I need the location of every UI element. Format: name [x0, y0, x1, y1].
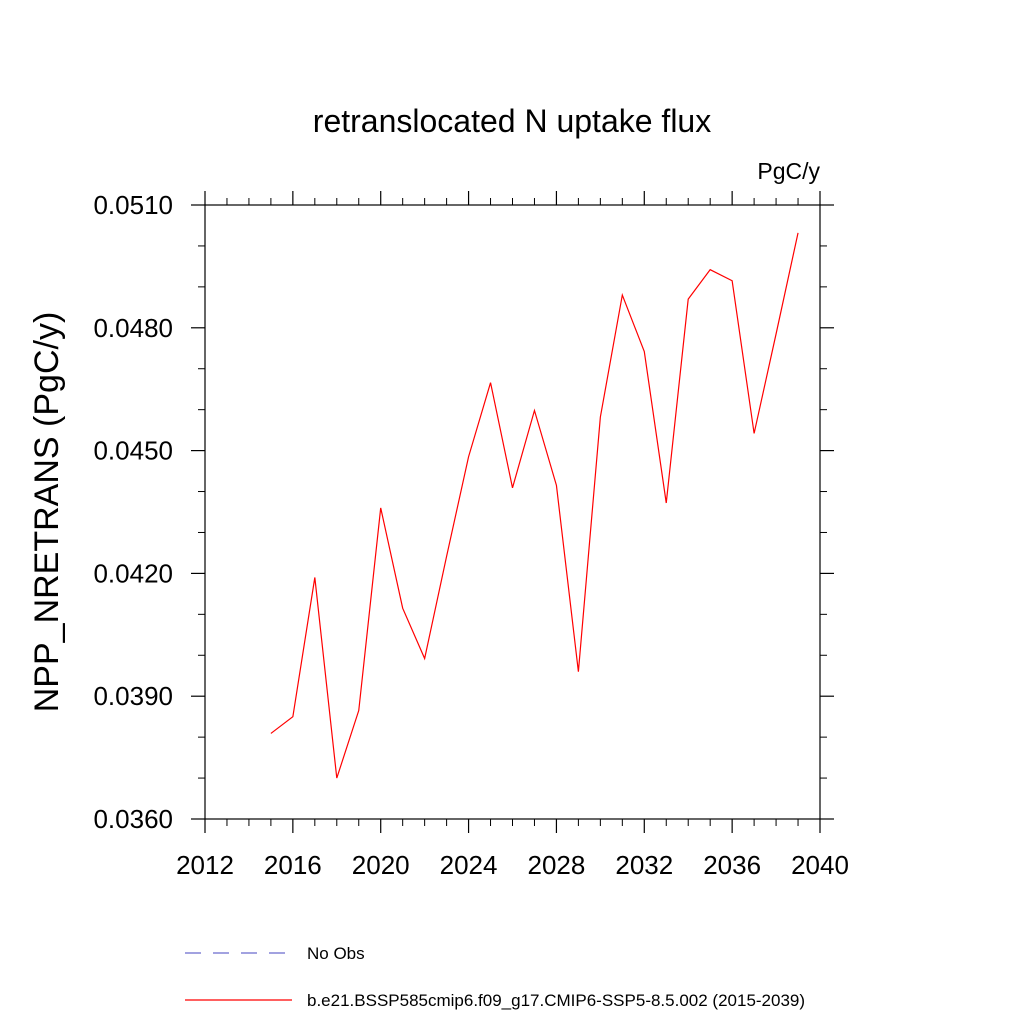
- y-tick-label: 0.0360: [93, 804, 173, 834]
- x-tick-label: 2036: [703, 850, 761, 880]
- x-tick-label: 2040: [791, 850, 849, 880]
- series-line: [270, 232, 799, 779]
- legend-label-model: b.e21.BSSP585cmip6.f09_g17.CMIP6-SSP5-8.…: [307, 991, 805, 1010]
- chart-title: retranslocated N uptake flux: [313, 103, 711, 139]
- units-label: PgC/y: [757, 158, 820, 184]
- y-tick-label: 0.0390: [93, 681, 173, 711]
- y-tick-label: 0.0480: [93, 313, 173, 343]
- x-tick-label: 2012: [176, 850, 234, 880]
- series-lines: [270, 232, 799, 779]
- legend-label-no-obs: No Obs: [307, 944, 365, 963]
- x-tick-label: 2016: [264, 850, 322, 880]
- x-tick-label: 2032: [615, 850, 673, 880]
- y-axis-label: NPP_NRETRANS (PgC/y): [28, 312, 66, 713]
- x-tick-label: 2024: [440, 850, 498, 880]
- plot-frame: [204, 204, 821, 820]
- x-tick-label: 2020: [352, 850, 410, 880]
- axes: 2012 2016 2020 2024 2028 2032 2036 2040 0.0360 0.…: [93, 190, 848, 880]
- y-tick-label: 0.0510: [93, 190, 173, 220]
- x-tick-label: 2028: [528, 850, 586, 880]
- y-tick-label: 0.0420: [93, 558, 173, 588]
- legend: No Obs b.e21.BSSP585cmip6.f09_g17.CMIP6-…: [185, 944, 805, 1010]
- y-tick-label: 0.0450: [93, 436, 173, 466]
